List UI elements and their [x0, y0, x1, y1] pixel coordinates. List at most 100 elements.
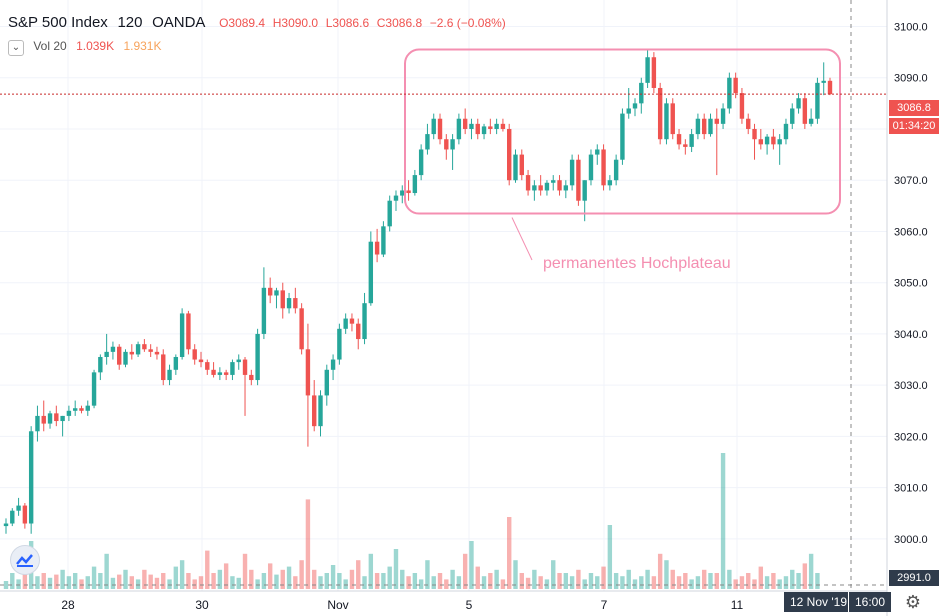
volume-bar [412, 573, 418, 589]
candle-body [173, 356, 179, 370]
candle-body [104, 351, 109, 357]
volume-bar [752, 579, 757, 589]
candle-body [217, 372, 223, 375]
interval[interactable]: 120 [117, 14, 143, 31]
volume-bar [418, 579, 424, 589]
candle-body [79, 408, 84, 411]
candle-body [362, 303, 367, 340]
volume-bar [651, 576, 657, 589]
candle-body [639, 82, 644, 104]
candle-body [714, 118, 719, 124]
candle-body [519, 154, 524, 176]
volume-bar [318, 576, 323, 589]
volume-bar [173, 566, 179, 589]
volume-bar [500, 579, 506, 589]
candle-body [664, 103, 669, 140]
candle-body [525, 175, 531, 191]
volume-bar [544, 579, 550, 589]
symbol-name[interactable]: S&P 500 Index [8, 14, 108, 31]
candle-body [557, 180, 562, 191]
volume-bar [777, 579, 782, 589]
candle-body [790, 108, 795, 124]
candle-body [47, 413, 53, 424]
candle-body [683, 144, 688, 147]
price-tick-label: 3000.0 [894, 534, 928, 546]
volume-bar [607, 525, 613, 589]
candle-body [727, 77, 732, 109]
volume-bar [796, 573, 801, 589]
volume-legend[interactable]: ⌄ Vol 20 1.039K 1.931K [8, 39, 168, 56]
price-tick-label: 3070.0 [894, 175, 928, 187]
candle-body [752, 128, 757, 140]
volume-value-a: 1.039K [76, 39, 115, 53]
open-value: O3089.4 [219, 16, 266, 30]
volume-bar [689, 579, 694, 589]
candle-body [500, 123, 506, 129]
volume-bar [305, 499, 311, 589]
candle-body [343, 318, 348, 329]
volume-bar [790, 569, 795, 589]
volume-bar [569, 576, 575, 589]
volume-bar [85, 576, 90, 589]
candle-body [733, 77, 738, 94]
candle-body [569, 159, 575, 186]
volume-label[interactable]: Vol 20 [33, 39, 67, 53]
volume-bar [148, 574, 153, 589]
crosshair-date-tag: 12 Nov '19 [784, 592, 853, 612]
candle-body [249, 374, 254, 381]
plateau-annotation-box[interactable] [404, 48, 841, 215]
volume-bar [60, 569, 65, 589]
candle-body [507, 128, 512, 181]
volume-bar [110, 577, 116, 589]
candle-body [123, 351, 128, 365]
gear-icon[interactable]: ⚙ [904, 592, 922, 612]
candle-body [10, 510, 15, 524]
candle-body [469, 123, 474, 129]
candle-body [179, 313, 185, 357]
annotation-layer: permanentes Hochplateau [404, 48, 841, 272]
volume-bar [349, 569, 355, 589]
volume-bar [670, 569, 675, 589]
candle-body [154, 351, 160, 355]
candle-body [708, 118, 713, 135]
volume-bar [186, 573, 191, 589]
crosshair-price-label: 2991.0 [897, 572, 931, 584]
grid-lines [0, 0, 887, 591]
volume-bar [356, 560, 361, 589]
volume-bar [179, 560, 185, 589]
volume-bar [695, 576, 701, 589]
volume-bar [142, 569, 147, 589]
candle-body [205, 362, 210, 370]
candle-body [261, 287, 267, 334]
candle-body [431, 118, 436, 135]
volume-bar [242, 553, 248, 589]
volume-bar [645, 569, 650, 589]
volume-bar [154, 577, 160, 589]
collapse-chevron-icon[interactable]: ⌄ [8, 40, 24, 56]
volume-bar [657, 553, 663, 589]
candle-body [368, 241, 374, 304]
candle-body [374, 241, 380, 255]
volume-bar [41, 573, 46, 589]
candle-body [230, 362, 235, 375]
countdown-tag: 01:34:20 [889, 118, 939, 134]
candle-body [110, 346, 116, 352]
tradingview-logo-icon[interactable] [10, 545, 40, 575]
symbol-legend[interactable]: S&P 500 Index 120 OANDA O3089.4 H3090.0 … [8, 14, 512, 31]
volume-bar [72, 573, 78, 589]
volume-bar [104, 553, 109, 589]
crosshair-time-label: 16:00 [855, 595, 886, 609]
data-source: OANDA [152, 14, 206, 31]
volume-bar [771, 573, 776, 589]
volume-bar [563, 573, 569, 589]
volume-bar [532, 569, 537, 589]
candle-body [601, 149, 606, 186]
candle-body [161, 354, 166, 381]
candle-body [657, 87, 663, 140]
candle-body [701, 118, 707, 135]
price-tick-label: 3060.0 [894, 226, 928, 238]
volume-bar [746, 573, 751, 589]
candle-body [148, 349, 153, 352]
volume-bar [525, 577, 531, 589]
